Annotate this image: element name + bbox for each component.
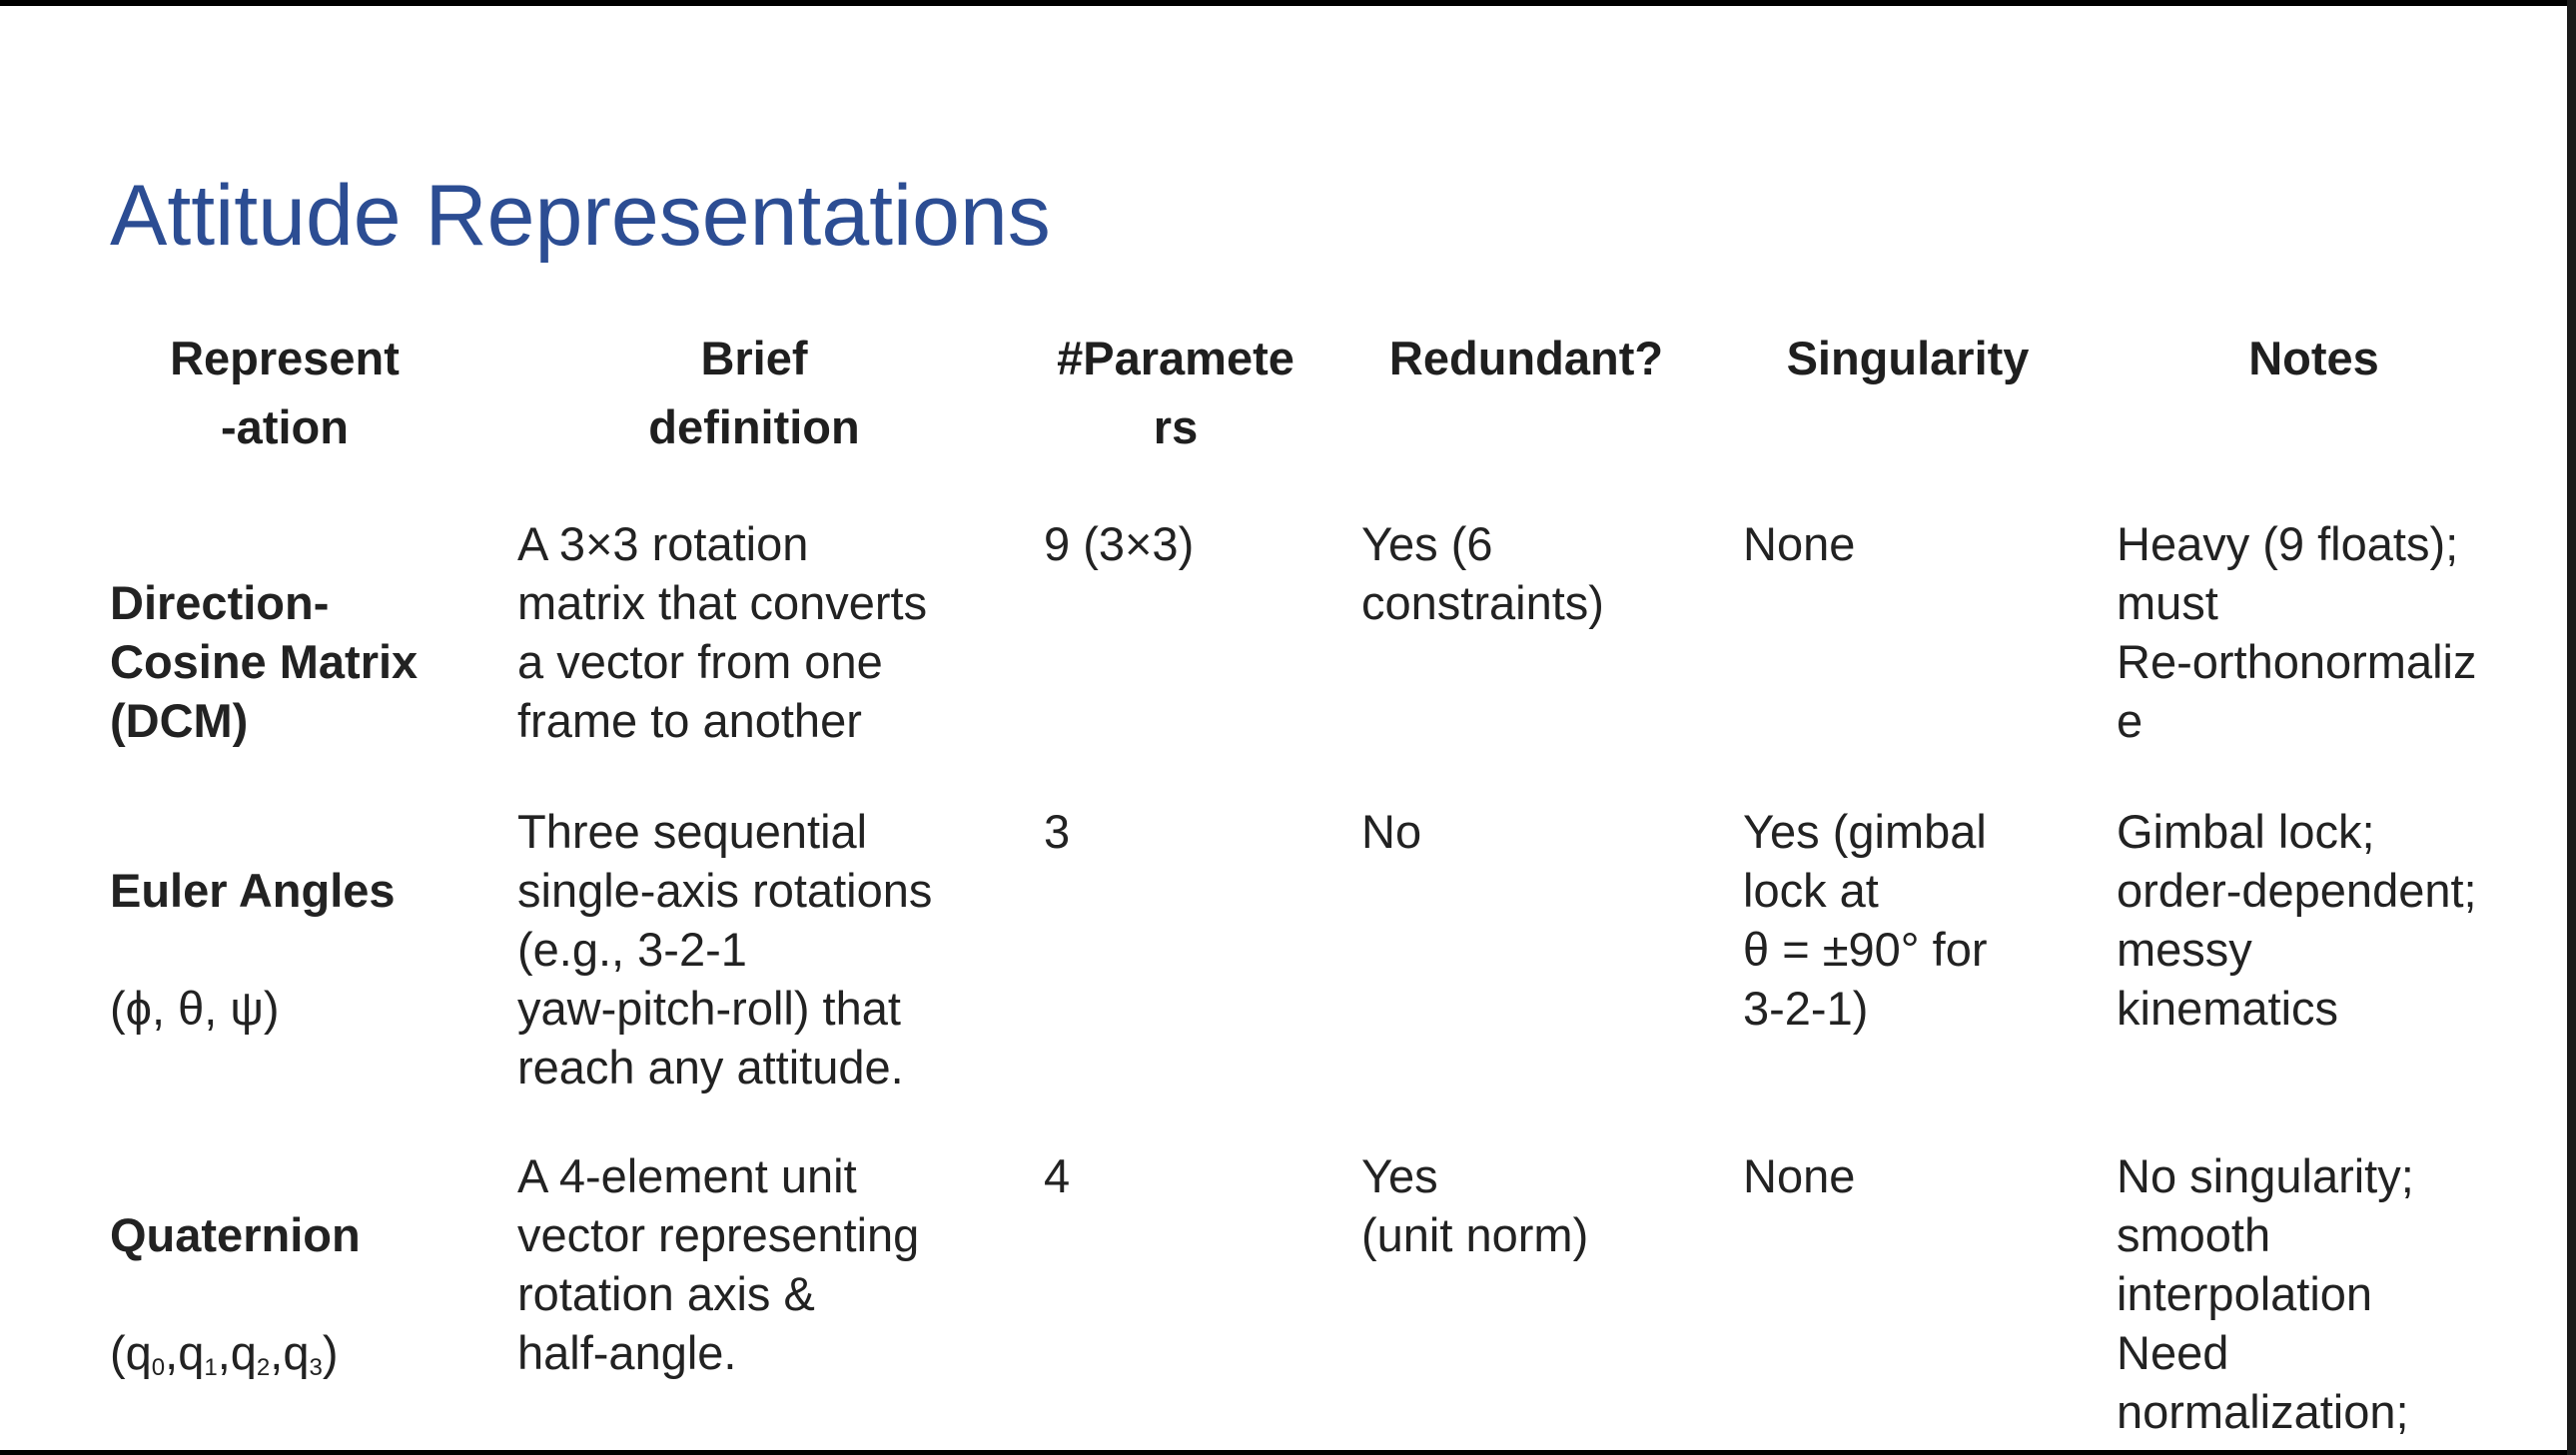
quaternion-subscript-0: 0 (151, 1354, 166, 1381)
header-num-parameters: #Paramete rs (1057, 332, 1294, 453)
quaternion-subscript-3: 3 (309, 1354, 323, 1381)
row-dcm-parameters: 9 (3×3) (1044, 517, 1195, 570)
row-dcm-singularity: None (1743, 517, 1856, 570)
row-quaternion-notes: No singularity; smooth interpolation Nee… (2117, 1149, 2414, 1438)
row-quaternion-parameters: 4 (1044, 1149, 1071, 1202)
window-right-edge (2567, 0, 2576, 1455)
row-quaternion-representation: Quaternion (q0,q1,q2,q3) (110, 1146, 509, 1441)
row-quaternion-definition: A 4-element unit vector representing rot… (517, 1149, 920, 1379)
row-euler-name: Euler Angles (110, 864, 396, 917)
row-dcm-definition: A 3×3 rotation matrix that converts a ve… (517, 517, 928, 747)
row-dcm-redundant: Yes (6 constraints) (1361, 517, 1604, 629)
row-dcm-representation: Direction- Cosine Matrix (DCM) (110, 514, 509, 809)
row-euler-parameters: 3 (1044, 805, 1071, 858)
row-euler-redundant: No (1361, 805, 1422, 858)
row-quaternion-singularity: None (1743, 1149, 1856, 1202)
header-representation: Represent -ation (170, 332, 400, 453)
row-euler-singularity: Yes (gimbal lock at θ = ±90° for 3-2-1) (1743, 805, 1988, 1035)
row-quaternion-symbol: (q0,q1,q2,q3) (110, 1326, 339, 1381)
row-euler-definition: Three sequential single-axis rotations (… (517, 805, 933, 1093)
row-euler-representation: Euler Angles (ϕ, θ, ψ) (110, 802, 509, 1096)
header-redundant: Redundant? (1388, 332, 1664, 384)
row-dcm-name: Direction- Cosine Matrix (DCM) (110, 576, 419, 747)
row-quaternion-name: Quaternion (110, 1208, 361, 1261)
row-dcm-notes: Heavy (9 floats); must Re-orthonormaliz … (2117, 517, 2477, 747)
row-euler-symbol: (ϕ, θ, ψ) (110, 982, 280, 1035)
quaternion-subscript-2: 2 (256, 1354, 271, 1381)
header-singularity: Singularity (1786, 332, 2030, 384)
header-notes: Notes (2248, 332, 2379, 384)
slide-title: Attitude Representations (110, 168, 1051, 264)
header-brief-definition: Brief definition (648, 332, 860, 453)
row-quaternion-redundant: Yes (unit norm) (1361, 1149, 1589, 1261)
quaternion-subscript-1: 1 (204, 1354, 218, 1381)
row-euler-notes: Gimbal lock; order-dependent; messy kine… (2117, 805, 2477, 1035)
slide: Attitude Representations Represent -atio… (0, 6, 2567, 1450)
